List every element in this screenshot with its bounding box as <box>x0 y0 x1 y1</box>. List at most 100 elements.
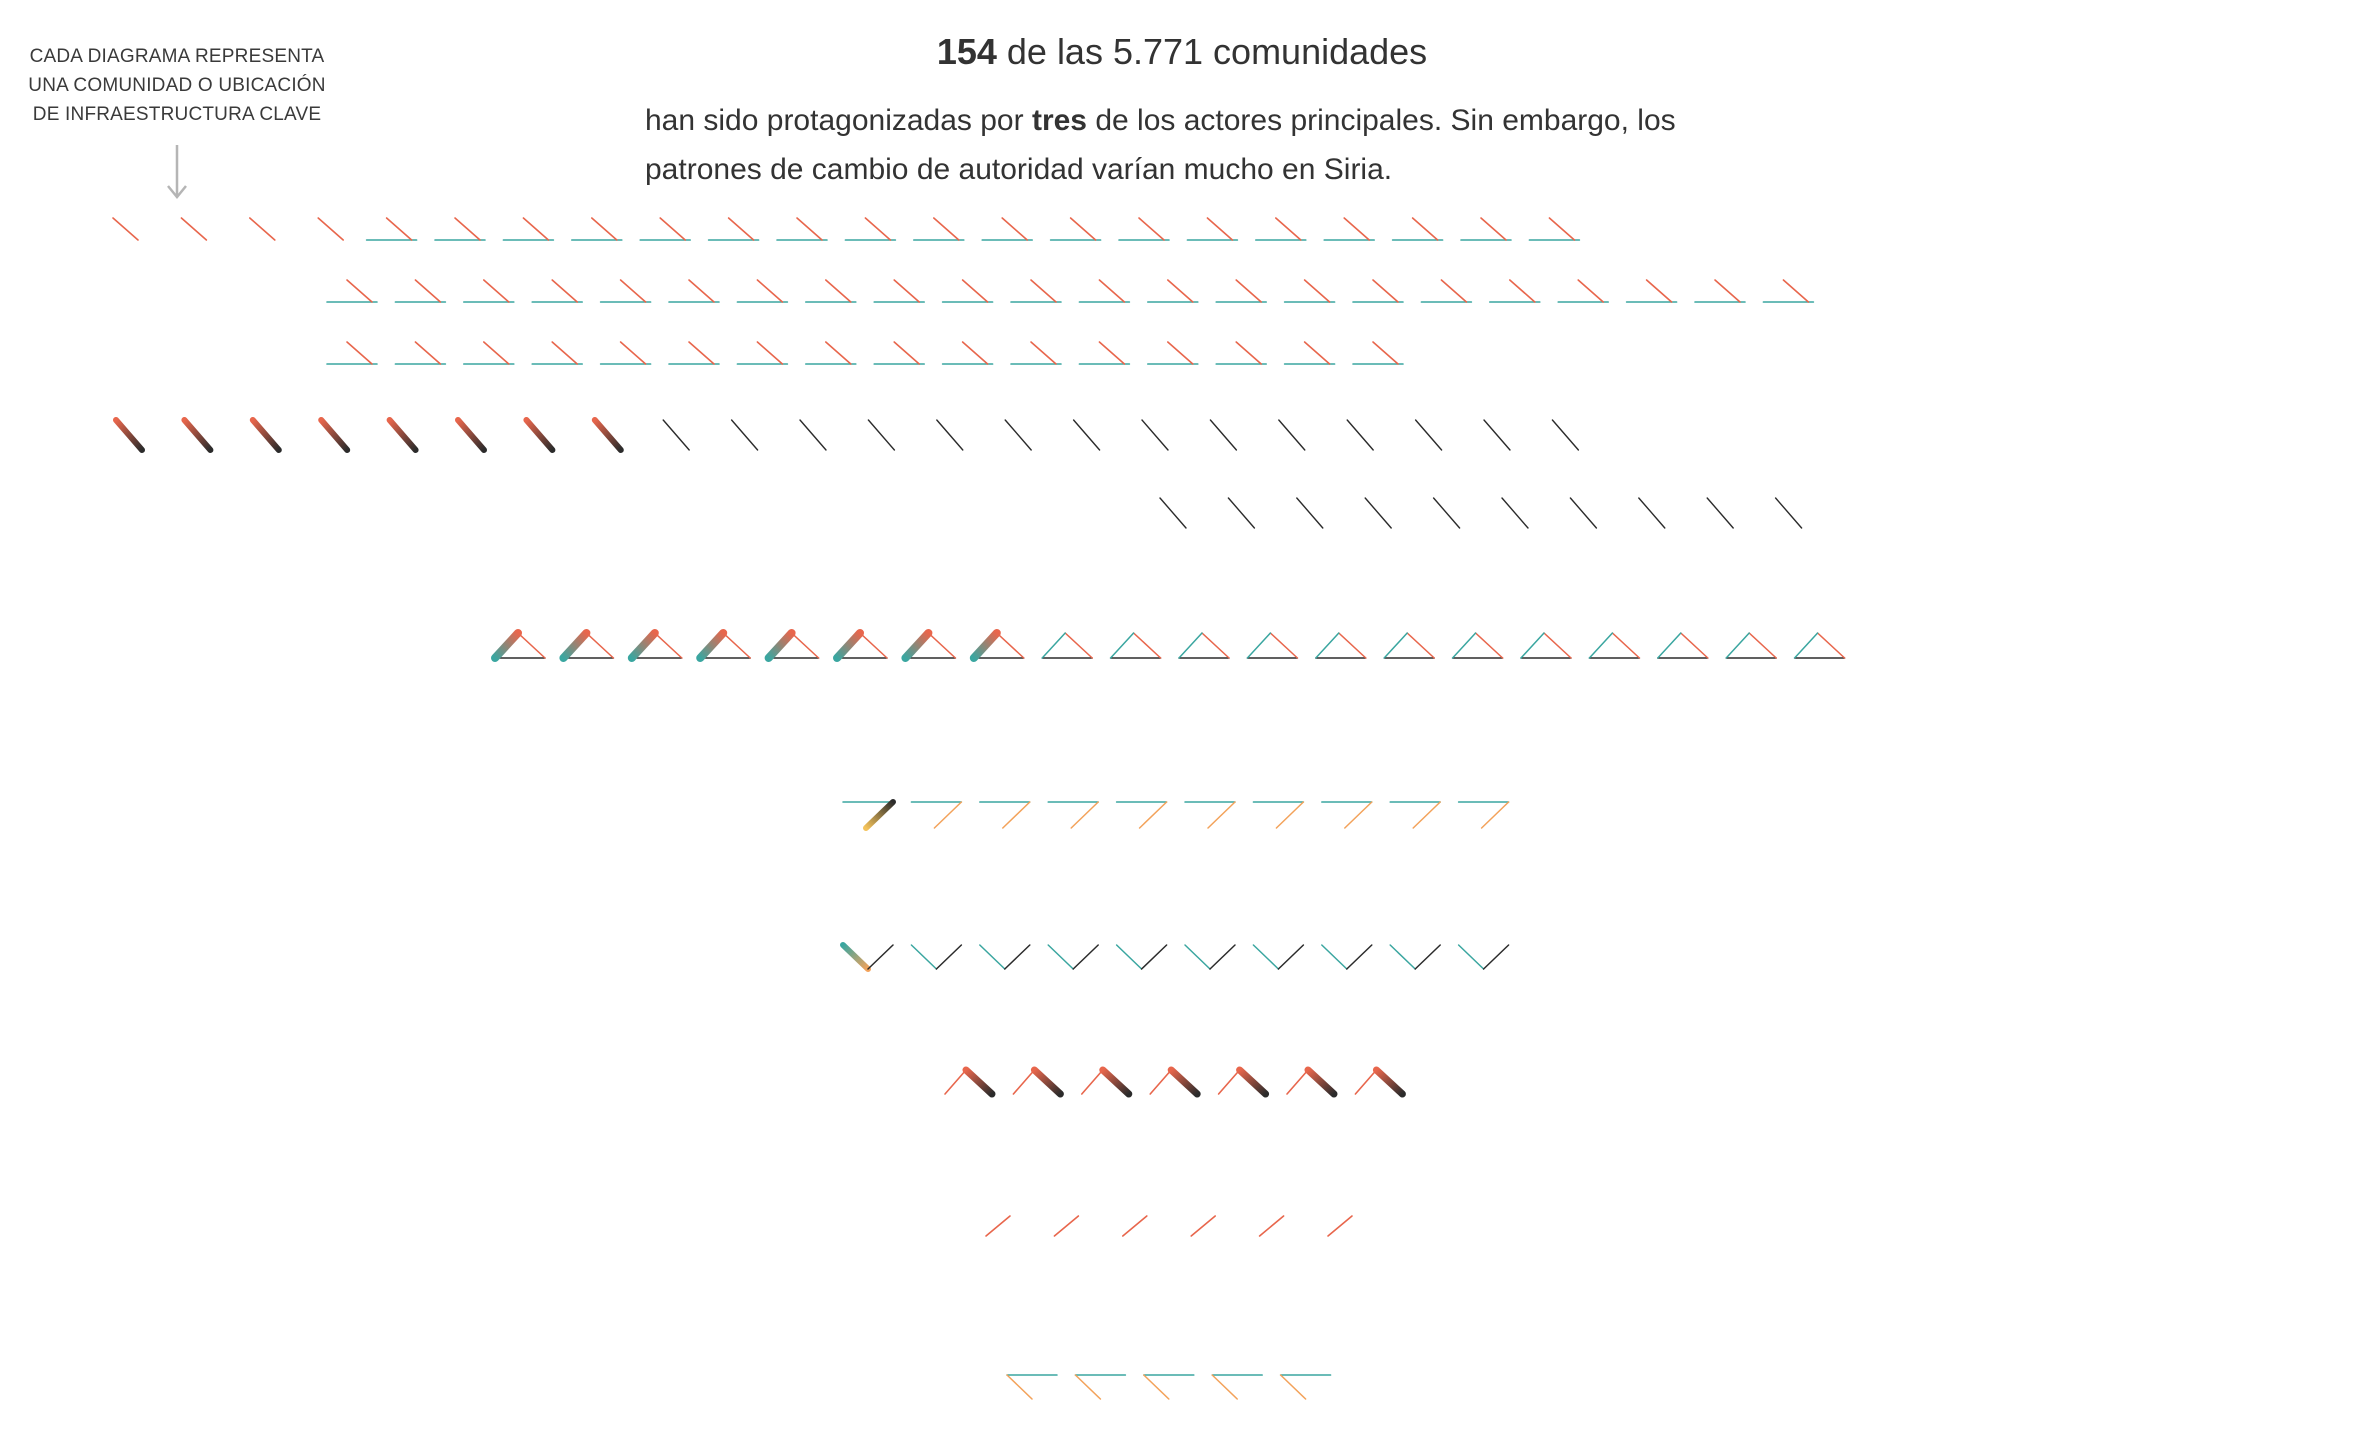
diagram-annotation: CADA DIAGRAMA REPRESENTA UNA COMUNIDAD O… <box>12 42 342 129</box>
community-glyph <box>1283 279 1336 303</box>
community-glyph <box>1283 341 1336 365</box>
community-glyph <box>88 217 148 245</box>
community-glyph <box>979 801 1031 829</box>
community-glyph <box>531 279 584 303</box>
annotation-line: DE INFRAESTRUCTURA CLAVE <box>32 104 322 125</box>
community-glyph <box>1457 801 1510 829</box>
community-glyph <box>627 629 683 662</box>
community-glyph <box>1186 217 1239 241</box>
community-glyph <box>1115 944 1168 970</box>
community-glyph <box>1246 632 1299 659</box>
community-glyph <box>156 217 216 245</box>
community-glyph <box>599 341 652 365</box>
community-glyph <box>1483 419 1511 473</box>
community-glyph <box>639 217 692 241</box>
community-glyph <box>941 341 994 365</box>
community-glyph <box>249 417 282 474</box>
community-glyph <box>1147 279 1199 303</box>
community-glyph <box>1322 1215 1378 1243</box>
community-glyph <box>736 279 789 303</box>
community-glyph <box>1793 632 1846 659</box>
headline-rest: de las 5.771 comunidades <box>996 31 1428 72</box>
community-glyph <box>599 279 652 303</box>
community-glyph <box>941 279 994 303</box>
community-glyph <box>1725 632 1777 659</box>
community-glyph <box>1217 1066 1270 1098</box>
community-glyph <box>1352 341 1404 365</box>
community-glyph <box>1184 944 1236 970</box>
community-glyph <box>912 217 965 241</box>
community-glyph <box>225 217 285 245</box>
community-glyph <box>1004 419 1032 473</box>
community-glyph <box>1323 217 1375 241</box>
community-glyph <box>1457 944 1510 970</box>
community-glyph <box>844 217 897 241</box>
community-glyph <box>1460 217 1512 241</box>
community-glyph <box>979 944 1031 970</box>
community-glyph <box>1321 944 1373 970</box>
community-glyph <box>1389 944 1441 970</box>
community-glyph <box>1352 279 1404 303</box>
community-glyph <box>1414 419 1443 473</box>
community-glyph <box>1295 497 1324 551</box>
community-glyph <box>1078 341 1131 365</box>
community-glyph <box>1315 632 1367 659</box>
community-glyph <box>1012 1066 1064 1098</box>
community-glyph <box>1432 497 1461 551</box>
community-glyph <box>462 341 515 365</box>
community-glyph <box>1010 341 1062 365</box>
community-glyph <box>1141 419 1169 473</box>
community-glyph <box>1149 1066 1201 1098</box>
community-glyph <box>980 1215 1036 1243</box>
community-glyph <box>1354 1066 1406 1098</box>
community-glyph <box>833 629 888 662</box>
community-glyph <box>842 799 896 831</box>
community-glyph <box>1277 419 1306 473</box>
community-glyph <box>394 341 447 365</box>
community-glyph <box>1115 801 1168 829</box>
community-glyph <box>326 279 378 303</box>
community-glyph <box>1520 632 1572 659</box>
community-glyph <box>1706 497 1734 551</box>
community-glyph <box>1489 279 1541 303</box>
community-glyph <box>1557 279 1609 303</box>
community-glyph <box>1118 217 1170 241</box>
community-glyph <box>570 217 623 241</box>
community-glyph <box>1625 279 1678 303</box>
community-glyph <box>1774 497 1803 551</box>
community-glyph <box>776 217 828 241</box>
community-glyph <box>318 417 351 474</box>
community-glyph <box>1364 497 1392 551</box>
community-glyph <box>1528 217 1581 241</box>
community-glyph <box>1253 1215 1310 1243</box>
community-glyph <box>1159 497 1187 551</box>
community-glyph <box>873 341 926 365</box>
community-glyph <box>1279 1374 1332 1400</box>
community-glyph <box>764 629 820 662</box>
community-glyph <box>1255 217 1307 241</box>
headline: 154 de las 5.771 comunidades <box>0 28 2364 76</box>
community-glyph <box>840 942 894 972</box>
community-glyph <box>1041 632 1093 659</box>
community-glyph <box>455 417 487 474</box>
community-glyph <box>1109 632 1162 659</box>
community-glyph <box>1657 632 1709 659</box>
community-glyph <box>531 341 584 365</box>
community-glyph <box>730 419 759 473</box>
community-glyph <box>1047 944 1099 970</box>
community-glyph <box>910 944 963 970</box>
community-glyph <box>181 417 214 474</box>
community-glyph <box>1048 1215 1105 1243</box>
community-glyph <box>901 629 957 662</box>
community-glyph <box>736 341 789 365</box>
community-glyph <box>1420 279 1473 303</box>
community-glyph <box>113 417 145 474</box>
community-glyph <box>502 217 555 241</box>
community-glyph <box>1185 1215 1242 1243</box>
community-glyph <box>1010 279 1062 303</box>
community-glyph <box>1072 419 1101 473</box>
community-glyph <box>1211 1374 1263 1400</box>
community-glyph <box>799 419 827 473</box>
community-glyph <box>1286 1066 1338 1098</box>
